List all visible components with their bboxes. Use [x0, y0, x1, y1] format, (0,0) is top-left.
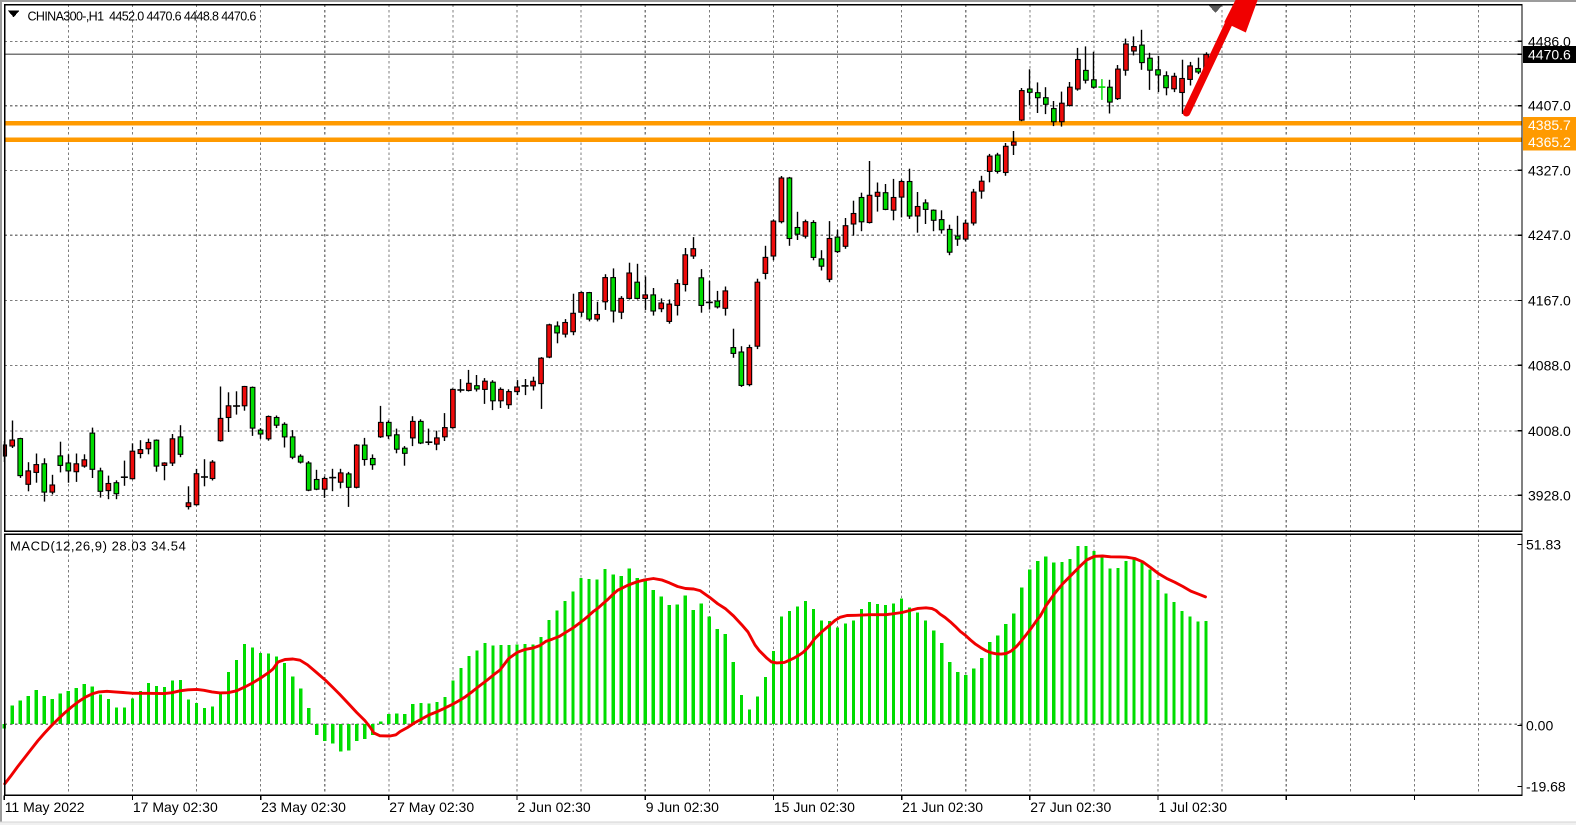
svg-text:4407.0: 4407.0 — [1528, 98, 1571, 114]
svg-text:-19.68: -19.68 — [1526, 779, 1566, 795]
svg-text:4365.2: 4365.2 — [1528, 134, 1571, 150]
svg-text:4385.7: 4385.7 — [1528, 117, 1571, 133]
svg-text:4008.0: 4008.0 — [1528, 423, 1571, 439]
svg-text:1 Jul 02:30: 1 Jul 02:30 — [1159, 799, 1228, 815]
svg-text:0.00: 0.00 — [1526, 717, 1553, 733]
svg-text:21 Jun 02:30: 21 Jun 02:30 — [902, 799, 983, 815]
svg-text:4486.0: 4486.0 — [1528, 33, 1571, 49]
svg-text:CHINA300-,H1 4452.0 4470.6 44: CHINA300-,H1 4452.0 4470.6 4448.8 4470.6 — [28, 10, 257, 24]
svg-text:27 Jun 02:30: 27 Jun 02:30 — [1030, 799, 1111, 815]
svg-text:11 May 2022: 11 May 2022 — [5, 799, 85, 815]
svg-text:4327.0: 4327.0 — [1528, 162, 1571, 178]
svg-text:15 Jun 02:30: 15 Jun 02:30 — [774, 799, 855, 815]
svg-text:17 May 02:30: 17 May 02:30 — [133, 799, 218, 815]
svg-text:4088.0: 4088.0 — [1528, 357, 1571, 373]
svg-text:23 May 02:30: 23 May 02:30 — [261, 799, 346, 815]
svg-text:27 May 02:30: 27 May 02:30 — [389, 799, 474, 815]
svg-text:4167.0: 4167.0 — [1528, 293, 1571, 309]
svg-text:4470.6: 4470.6 — [1528, 47, 1571, 63]
svg-text:3928.0: 3928.0 — [1528, 487, 1571, 503]
svg-text:2 Jun 02:30: 2 Jun 02:30 — [518, 799, 591, 815]
svg-text:MACD(12,26,9) 28.03 34.54: MACD(12,26,9) 28.03 34.54 — [10, 539, 186, 554]
svg-text:51.83: 51.83 — [1526, 536, 1561, 552]
svg-text:4247.0: 4247.0 — [1528, 227, 1571, 243]
svg-text:9 Jun 02:30: 9 Jun 02:30 — [646, 799, 719, 815]
